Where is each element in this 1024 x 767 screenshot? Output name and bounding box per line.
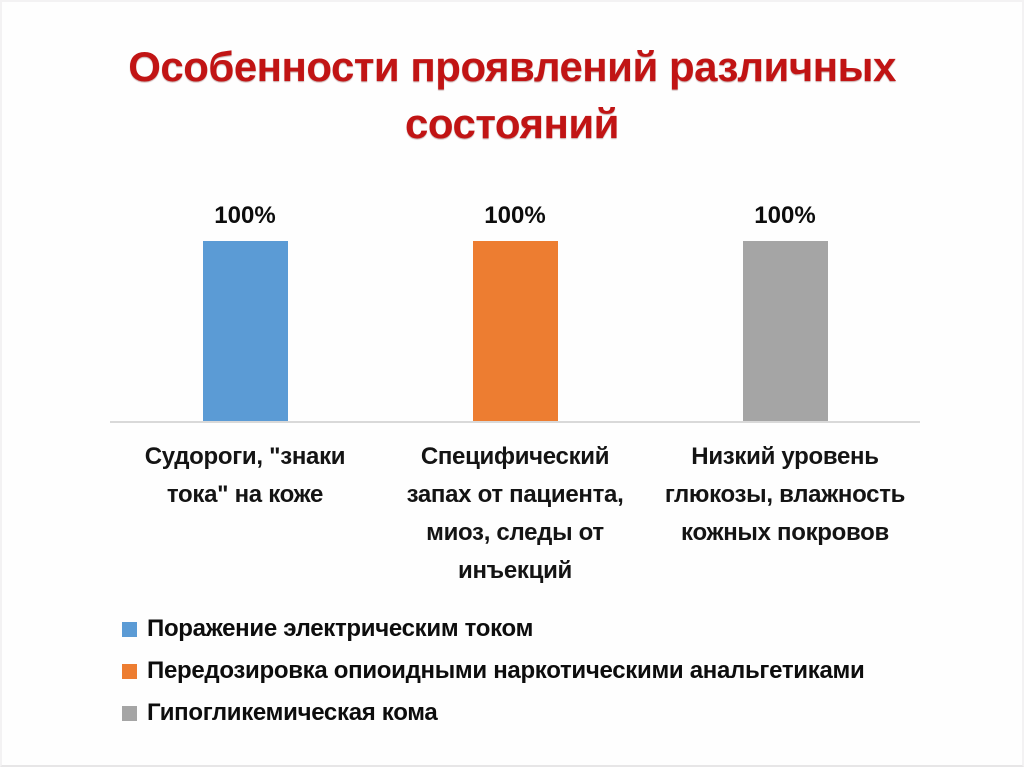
category-label: Специфический запах от пациента, миоз, с… — [406, 443, 624, 584]
legend: Поражение электрическим током Передозиро… — [122, 608, 865, 734]
category-label: Низкий уровень глюкозы, влажность кожных… — [664, 443, 906, 546]
legend-swatch-orange-icon — [122, 663, 137, 679]
legend-swatch-gray-icon — [122, 705, 137, 721]
legend-item: Передозировка опиоидными наркотическими … — [122, 650, 865, 692]
bar-column: 100% — [110, 2, 380, 422]
bar-opioid-overdose — [472, 241, 558, 422]
bar-hypoglycemic-coma — [742, 241, 828, 422]
legend-swatch-blue-icon — [122, 621, 137, 637]
category-labels: Судороги, "знаки тока" на коже Специфиче… — [110, 438, 920, 590]
legend-item: Гипогликемическая кома — [122, 692, 864, 734]
bar-column: 100% — [380, 2, 650, 422]
slide-title: Особенности проявлений различных состоян… — [128, 43, 896, 147]
bar-value-label: 100% — [484, 202, 546, 229]
legend-label: Гипогликемическая кома — [147, 699, 438, 726]
bar-value-label: 100% — [214, 202, 276, 229]
legend-label: Поражение электрическим током — [147, 615, 534, 642]
x-axis-line — [110, 421, 920, 423]
bar-chart: 100% 100% 100% — [110, 2, 920, 422]
bar-column: 100% — [650, 2, 920, 422]
bar-value-label: 100% — [754, 202, 816, 229]
category-label: Судороги, "знаки тока" на коже — [144, 443, 346, 508]
legend-item: Поражение электрическим током — [122, 608, 864, 650]
legend-label: Передозировка опиоидными наркотическими … — [147, 657, 865, 684]
bar-electric-shock — [202, 241, 288, 422]
